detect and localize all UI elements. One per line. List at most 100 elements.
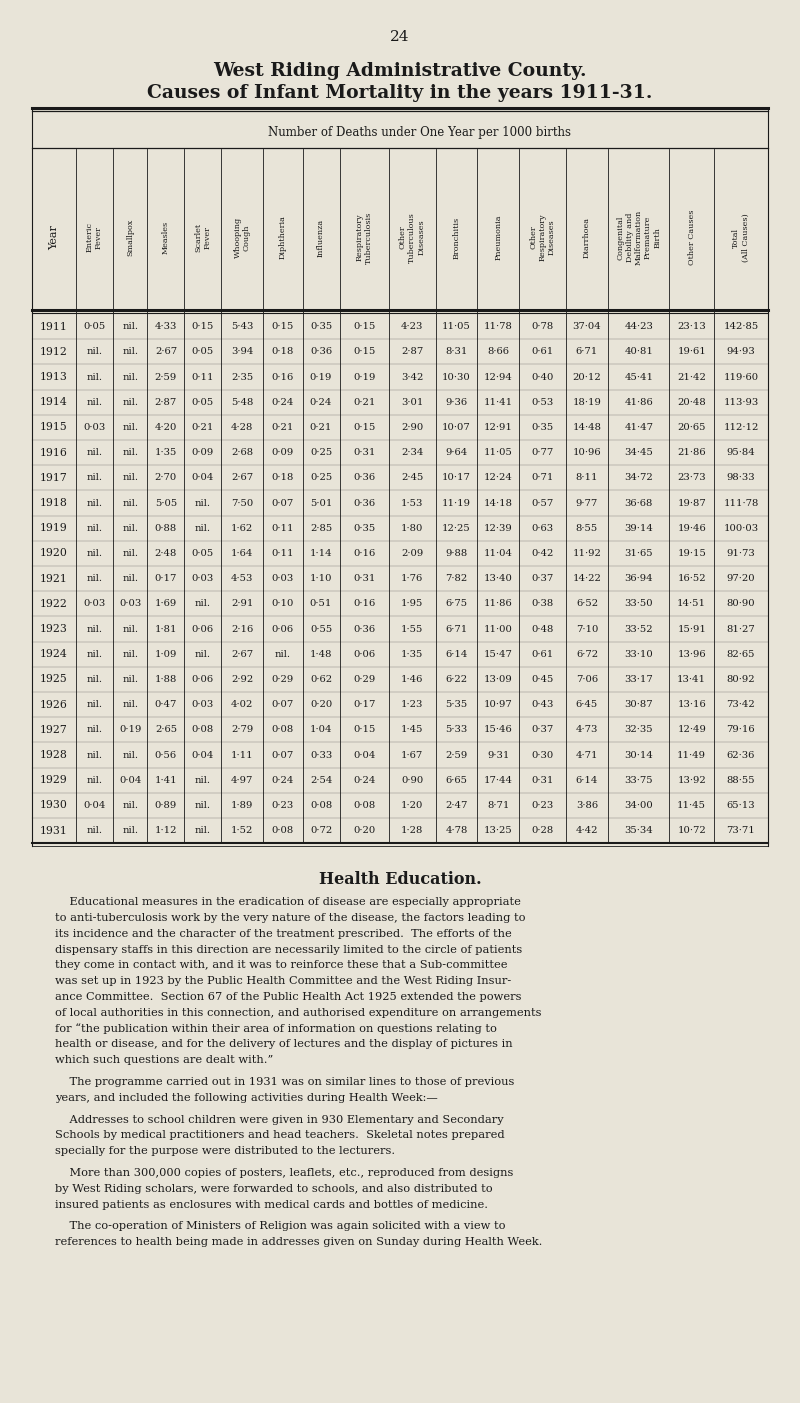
Text: 0·09: 0·09 (192, 448, 214, 457)
Text: 12·24: 12·24 (484, 473, 513, 483)
Text: 0·11: 0·11 (191, 373, 214, 382)
Text: 2·54: 2·54 (310, 776, 332, 784)
Text: 1·35: 1·35 (154, 448, 177, 457)
Text: 4·97: 4·97 (231, 776, 254, 784)
Text: 44·23: 44·23 (624, 323, 653, 331)
Text: 0·16: 0·16 (353, 599, 375, 609)
Text: 0·05: 0·05 (192, 397, 214, 407)
Text: 11·78: 11·78 (484, 323, 513, 331)
Text: Total
(All Causes): Total (All Causes) (732, 213, 750, 262)
Text: 0·33: 0·33 (310, 751, 332, 759)
Text: 62·36: 62·36 (726, 751, 755, 759)
Text: nil.: nil. (195, 826, 211, 835)
Text: 1·28: 1·28 (401, 826, 423, 835)
Text: nil.: nil. (122, 801, 138, 810)
Text: 0·04: 0·04 (353, 751, 375, 759)
Text: 13·40: 13·40 (484, 574, 513, 584)
Text: 0·18: 0·18 (272, 348, 294, 356)
Text: 16·52: 16·52 (678, 574, 706, 584)
Text: 0·15: 0·15 (192, 323, 214, 331)
Text: 0·08: 0·08 (310, 801, 332, 810)
Text: 0·29: 0·29 (272, 675, 294, 683)
Text: 6·65: 6·65 (446, 776, 467, 784)
Text: 1921: 1921 (40, 574, 68, 584)
Text: 0·56: 0·56 (155, 751, 177, 759)
Text: 19·87: 19·87 (678, 498, 706, 508)
Text: nil.: nil. (86, 624, 102, 634)
Text: 9·36: 9·36 (446, 397, 467, 407)
Text: Bronchitis: Bronchitis (453, 216, 461, 258)
Text: 33·52: 33·52 (624, 624, 653, 634)
Text: 0·37: 0·37 (531, 725, 554, 734)
Text: 0·20: 0·20 (310, 700, 332, 709)
Text: 0·25: 0·25 (310, 473, 332, 483)
Text: nil.: nil. (86, 776, 102, 784)
Text: references to health being made in addresses given on Sunday during Health Week.: references to health being made in addre… (55, 1237, 542, 1247)
Text: nil.: nil. (122, 473, 138, 483)
Text: 9·64: 9·64 (446, 448, 468, 457)
Text: 33·10: 33·10 (624, 650, 653, 658)
Text: 4·02: 4·02 (231, 700, 254, 709)
Text: 11·92: 11·92 (573, 549, 602, 558)
Text: nil.: nil. (122, 675, 138, 683)
Text: 0·72: 0·72 (310, 826, 332, 835)
Text: nil.: nil. (86, 725, 102, 734)
Text: 0·15: 0·15 (272, 323, 294, 331)
Text: Diphtheria: Diphtheria (279, 216, 287, 260)
Text: 0·07: 0·07 (272, 700, 294, 709)
Text: 2·34: 2·34 (401, 448, 423, 457)
Text: 3·01: 3·01 (401, 397, 423, 407)
Text: 2·85: 2·85 (310, 523, 332, 533)
Text: 2·67: 2·67 (155, 348, 177, 356)
Text: 9·88: 9·88 (446, 549, 468, 558)
Text: 10·30: 10·30 (442, 373, 471, 382)
Text: 1·88: 1·88 (154, 675, 177, 683)
Text: Schools by medical practitioners and head teachers.  Skeletal notes prepared: Schools by medical practitioners and hea… (55, 1131, 505, 1141)
Text: nil.: nil. (122, 397, 138, 407)
Text: nil.: nil. (86, 675, 102, 683)
Text: 79·16: 79·16 (726, 725, 755, 734)
Text: 34·72: 34·72 (624, 473, 653, 483)
Text: 11·05: 11·05 (484, 448, 513, 457)
Text: Number of Deaths under One Year per 1000 births: Number of Deaths under One Year per 1000… (269, 126, 571, 139)
Text: nil.: nil. (122, 574, 138, 584)
Text: 0·08: 0·08 (353, 801, 375, 810)
Text: 2·87: 2·87 (154, 397, 177, 407)
Text: 11·05: 11·05 (442, 323, 471, 331)
Text: 12·25: 12·25 (442, 523, 471, 533)
Text: 1925: 1925 (40, 675, 68, 685)
Text: 7·82: 7·82 (446, 574, 468, 584)
Text: nil.: nil. (122, 549, 138, 558)
Text: 0·61: 0·61 (531, 348, 554, 356)
Text: they come in contact with, and it was to reinforce these that a Sub-committee: they come in contact with, and it was to… (55, 961, 507, 971)
Text: 34·00: 34·00 (624, 801, 653, 810)
Text: 36·94: 36·94 (624, 574, 653, 584)
Text: 11·41: 11·41 (484, 397, 513, 407)
Text: 97·20: 97·20 (726, 574, 755, 584)
Text: 18·19: 18·19 (573, 397, 602, 407)
Text: The programme carried out in 1931 was on similar lines to those of previous: The programme carried out in 1931 was on… (55, 1078, 514, 1087)
Text: 17·44: 17·44 (484, 776, 513, 784)
Text: 13·16: 13·16 (678, 700, 706, 709)
Text: 1929: 1929 (40, 776, 68, 786)
Text: 37·04: 37·04 (573, 323, 602, 331)
Text: 0·15: 0·15 (353, 422, 375, 432)
Text: 1·67: 1·67 (401, 751, 423, 759)
Text: 4·28: 4·28 (231, 422, 254, 432)
Text: 10·17: 10·17 (442, 473, 471, 483)
Text: 0·71: 0·71 (531, 473, 554, 483)
Text: 0·30: 0·30 (531, 751, 554, 759)
Text: 12·94: 12·94 (484, 373, 513, 382)
Text: 2·70: 2·70 (154, 473, 177, 483)
Text: nil.: nil. (86, 650, 102, 658)
Text: 1·69: 1·69 (154, 599, 177, 609)
Text: 19·61: 19·61 (678, 348, 706, 356)
Text: Whooping
Cough: Whooping Cough (234, 217, 251, 258)
Text: 5·43: 5·43 (231, 323, 254, 331)
Text: 0·48: 0·48 (531, 624, 554, 634)
Text: 0·36: 0·36 (353, 473, 375, 483)
Text: 2·68: 2·68 (231, 448, 254, 457)
Text: Health Education.: Health Education. (318, 871, 482, 888)
Text: 1·48: 1·48 (310, 650, 332, 658)
Text: 23·73: 23·73 (678, 473, 706, 483)
